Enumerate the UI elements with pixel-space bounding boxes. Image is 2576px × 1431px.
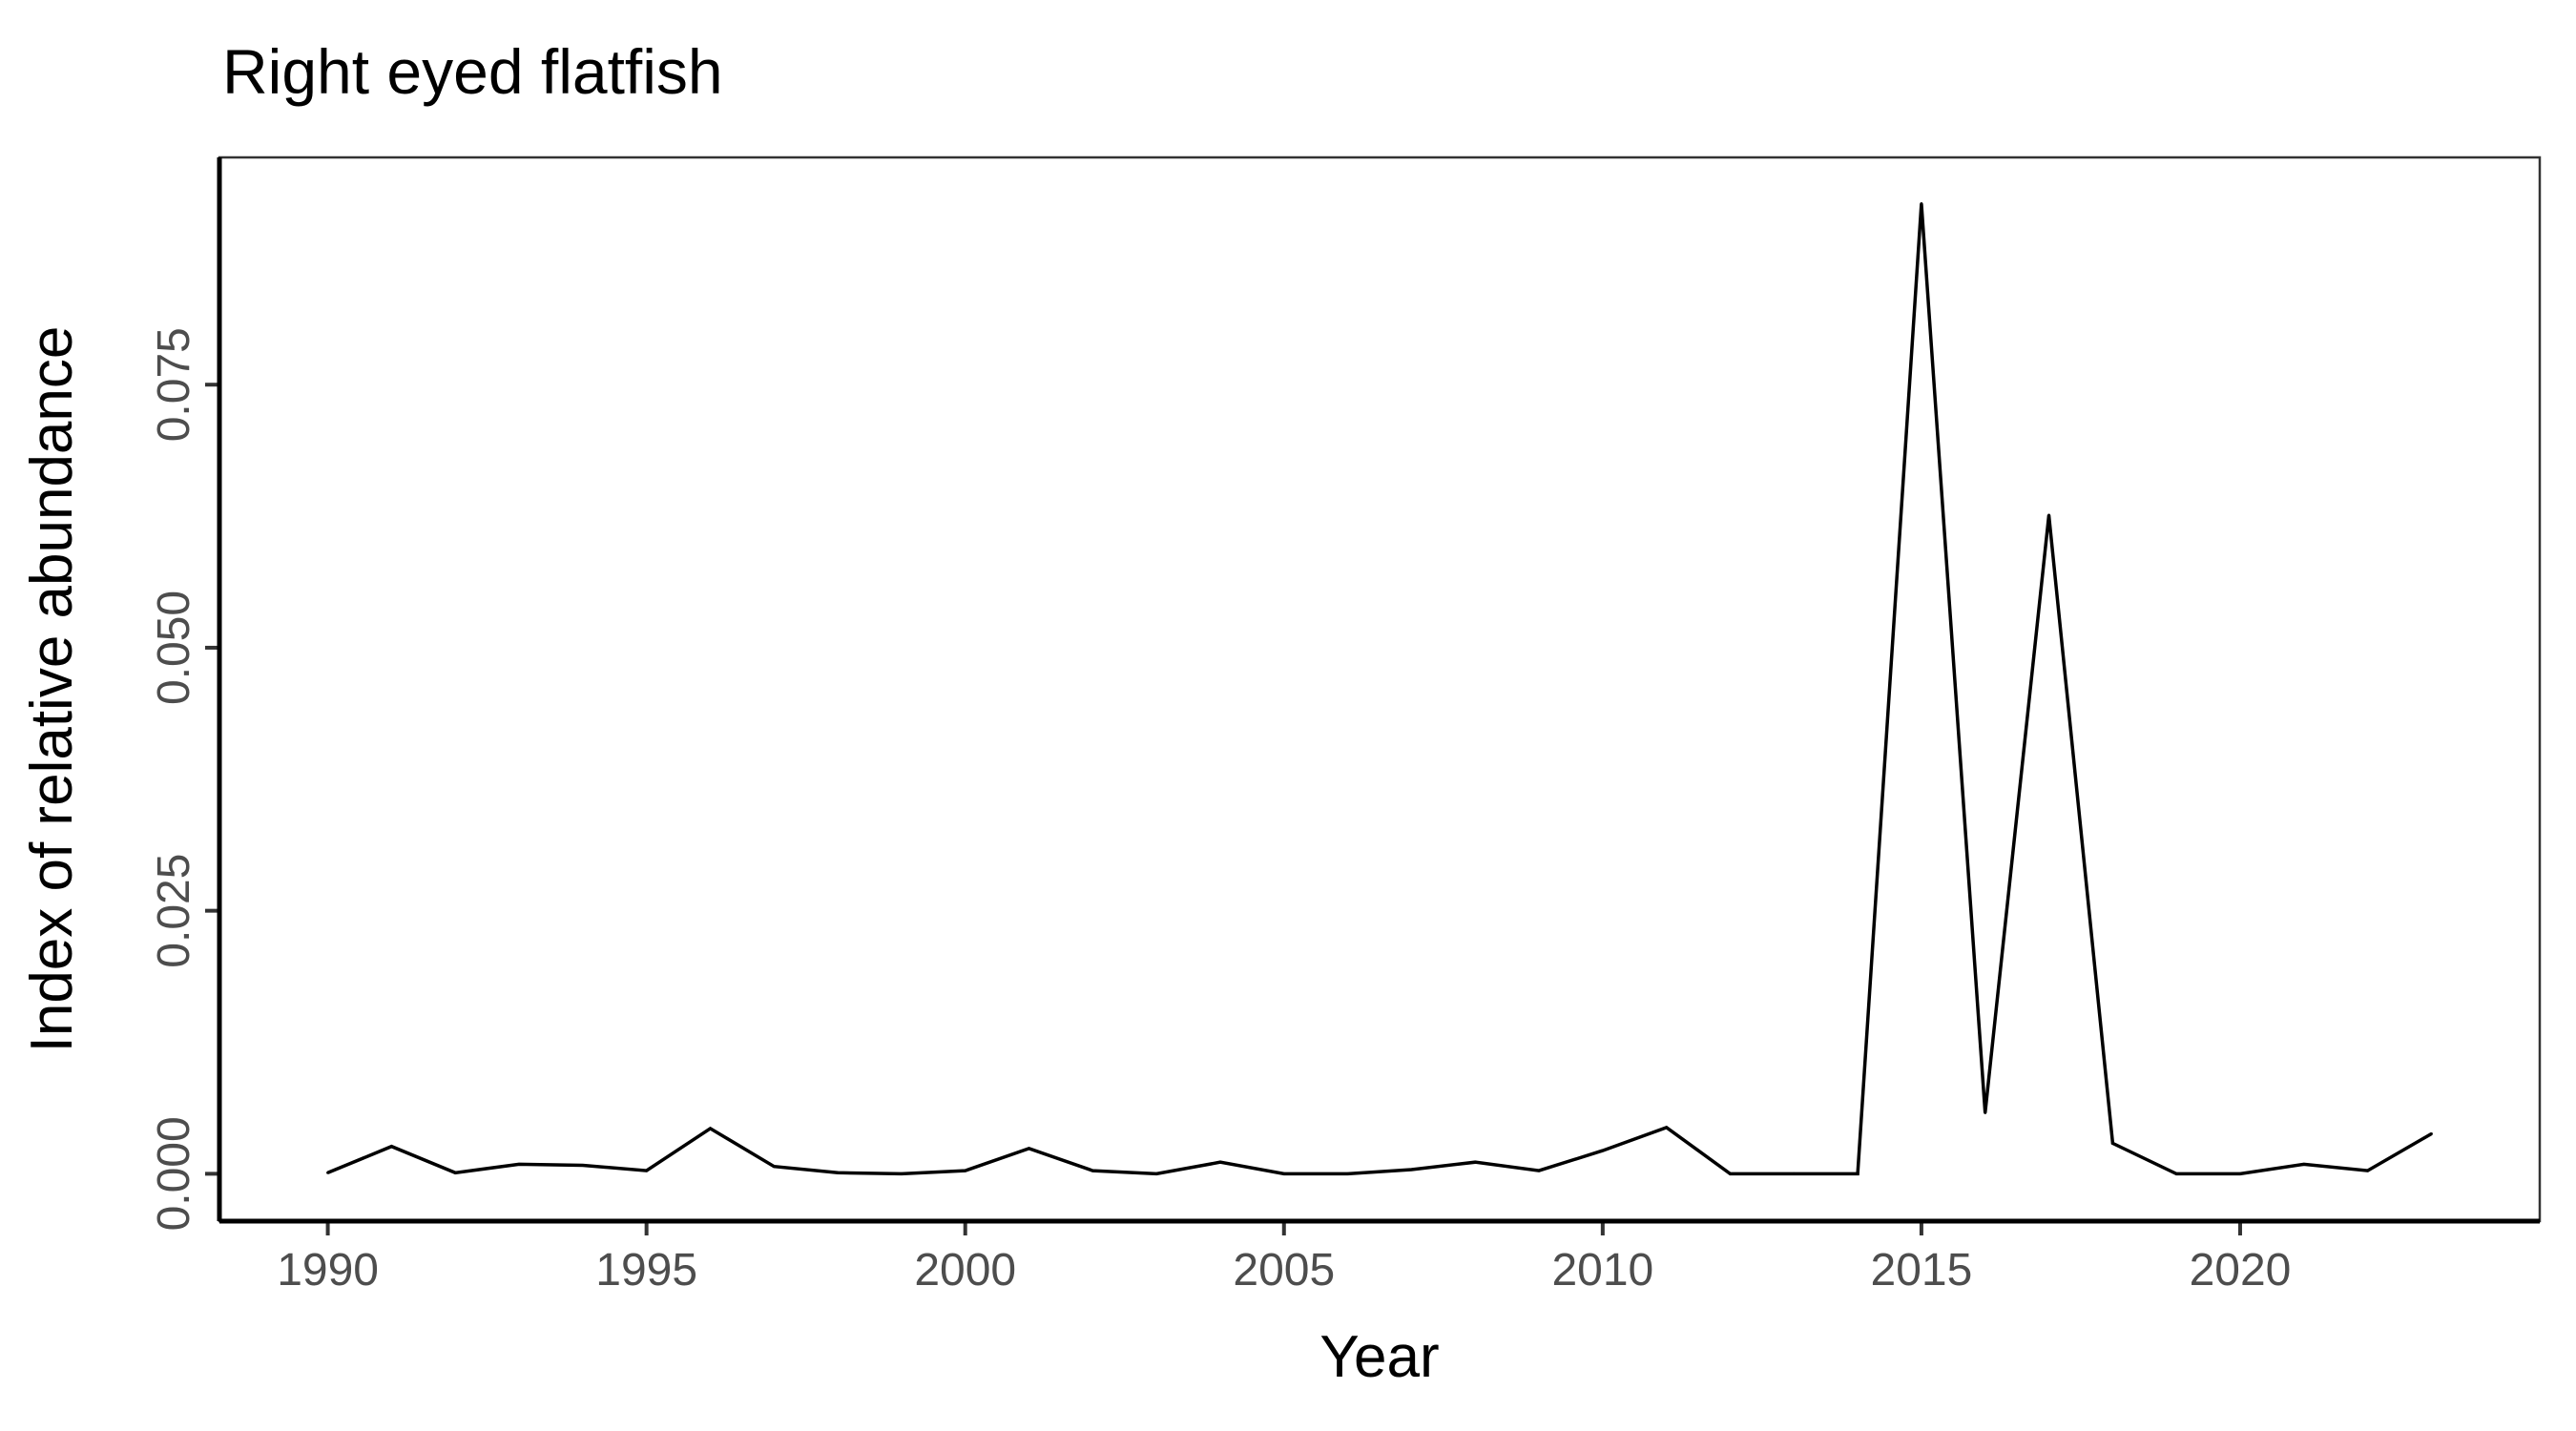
y-tick-label: 0.025 [149,854,199,968]
data-point [2429,1131,2433,1135]
data-point [1409,1168,1413,1172]
data-points [326,202,2433,1175]
data-point [1282,1172,1286,1175]
data-point [2238,1172,2242,1175]
x-axis-title: Year [1319,1324,1439,1390]
data-point [1346,1172,1350,1175]
data-point [326,1171,330,1174]
data-point [836,1171,840,1174]
data-point [2047,513,2051,517]
x-tick-label: 1995 [595,1245,697,1296]
data-point [1984,1110,1987,1114]
data-point [2302,1162,2306,1166]
data-point [900,1172,904,1175]
y-axis-ticks: 0.000 0.025 0.050 0.075 [149,327,219,1231]
data-point [2366,1169,2370,1172]
x-axis-ticks: 1990 1995 2000 2005 2010 2015 2020 [277,1221,2291,1296]
y-tick-label: 0.000 [149,1116,199,1231]
plot-panel-border [218,156,2542,1223]
y-axis-title: Index of relative abundance [19,326,85,1053]
data-point [1728,1172,1732,1175]
data-point [772,1165,776,1169]
data-point [1665,1126,1669,1130]
x-tick-label: 2015 [1871,1245,1973,1296]
data-point [1856,1172,1859,1175]
data-point [1473,1160,1477,1164]
data-point [2174,1172,2178,1175]
data-point [1028,1147,1031,1151]
data-point [645,1169,649,1172]
data-point [389,1145,393,1149]
data-point [1091,1169,1094,1172]
x-tick-label: 2005 [1233,1245,1335,1296]
data-point [1601,1149,1605,1152]
data-point [1218,1160,1222,1164]
y-tick-label: 0.075 [149,327,199,442]
data-point [964,1169,967,1172]
y-tick-label: 0.050 [149,591,199,705]
data-point [2110,1141,2114,1145]
chart-title: Right eyed flatfish [222,36,723,107]
x-tick-label: 2020 [2190,1245,2292,1296]
data-point [517,1162,521,1166]
x-tick-label: 2000 [914,1245,1016,1296]
data-point [1920,202,1923,206]
data-point [453,1171,457,1174]
data-point [708,1127,712,1130]
series-line [326,203,2433,1176]
x-tick-label: 1990 [277,1245,379,1296]
x-tick-label: 2010 [1551,1245,1653,1296]
data-point [1537,1169,1541,1172]
data-point [581,1164,585,1168]
data-point [1792,1172,1796,1175]
data-point [1154,1172,1158,1175]
